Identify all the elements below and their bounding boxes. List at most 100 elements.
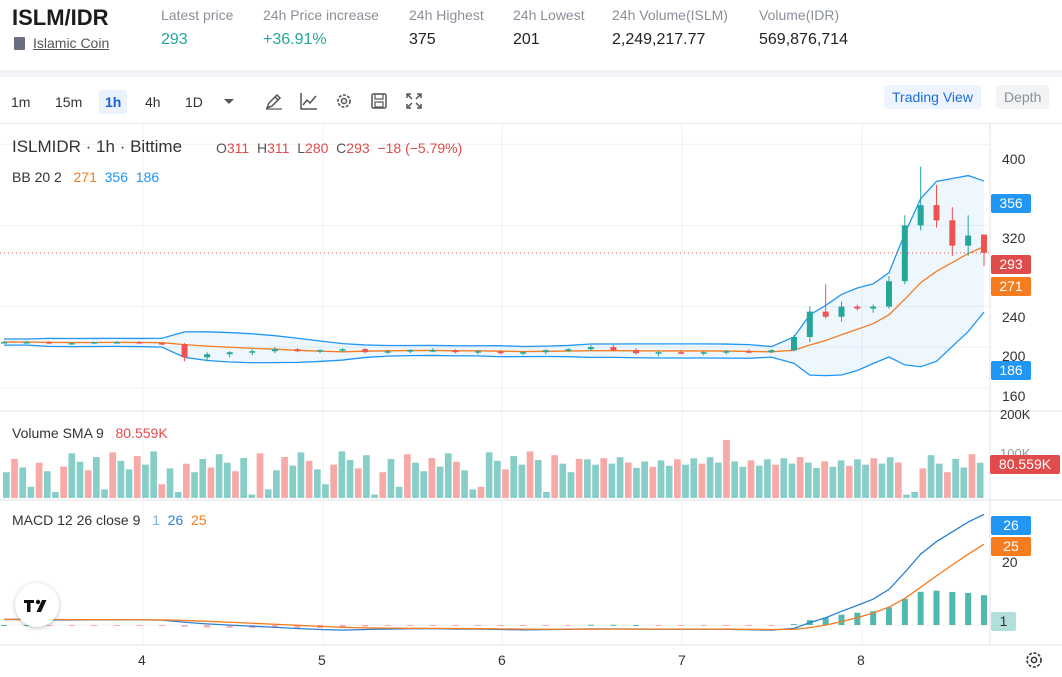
pencil-icon[interactable]: [264, 91, 284, 111]
volume-bar: [305, 460, 313, 498]
chart-settings-icon[interactable]: [1024, 650, 1044, 670]
volume-bar: [84, 470, 92, 498]
tab-depth[interactable]: Depth: [996, 85, 1050, 109]
volume-bar: [363, 455, 370, 498]
timeframe-4h[interactable]: 4h: [145, 94, 161, 110]
macd-histogram-bar: [633, 624, 639, 626]
timeframe-15m[interactable]: 15m: [55, 94, 83, 110]
tab-trading-view[interactable]: Trading View: [884, 85, 981, 109]
fullscreen-icon[interactable]: [404, 91, 424, 111]
volume-bar: [657, 460, 665, 498]
volume-bar: [772, 464, 779, 498]
macd-histogram-bar: [587, 624, 594, 626]
chevron-down-icon[interactable]: [219, 91, 239, 111]
volume-bar: [273, 470, 280, 498]
low-label: L: [297, 140, 306, 156]
volume-bar: [207, 467, 215, 498]
volume-bar: [649, 466, 657, 498]
high-label: H: [257, 140, 268, 156]
candle-body: [497, 351, 504, 354]
volume-bar: [780, 458, 788, 498]
volume-bar: [330, 464, 338, 498]
volume-bar: [706, 457, 714, 498]
ticker-header: ISLM/IDR Islamic Coin Latest price 293 2…: [0, 0, 1062, 70]
volume-bar: [174, 491, 182, 498]
volume-bar: [133, 456, 141, 498]
candle-body: [91, 342, 98, 344]
volume-bar: [68, 453, 76, 498]
volume-bar: [297, 452, 305, 498]
macd-histogram-bar: [271, 625, 278, 628]
header-divider: [0, 70, 1062, 77]
volume-bar: [845, 465, 853, 498]
candle-body: [136, 342, 143, 344]
volume-bar: [944, 472, 951, 498]
tradingview-logo[interactable]: [15, 583, 59, 627]
stat-label: 24h Lowest: [513, 7, 585, 23]
bb-basis-line: [4, 246, 985, 353]
coin-name: Islamic Coin: [33, 35, 110, 51]
macd-histogram-bar: [91, 625, 98, 626]
symbol-legend: ISLMIDR · 1h · Bittime: [12, 137, 183, 156]
macd-histogram-bar: [723, 625, 730, 626]
tradingview-logo-icon: [24, 599, 47, 612]
candle-body: [965, 235, 972, 246]
save-icon[interactable]: [369, 91, 389, 111]
timeframe-1d[interactable]: 1D: [185, 94, 203, 110]
gear-icon[interactable]: [334, 91, 354, 111]
volume-bar: [232, 471, 239, 498]
macd-tick: 20: [1002, 554, 1018, 570]
volume-bar: [52, 491, 59, 498]
timeframe-1h[interactable]: 1h: [99, 90, 128, 114]
bb-basis-tag: 271: [991, 277, 1031, 296]
low-value: 280: [305, 140, 329, 156]
candle-body: [981, 234, 987, 253]
candle-body: [933, 205, 940, 221]
volume-bar: [739, 466, 747, 498]
volume-bar: [412, 462, 419, 498]
volume-bar: [927, 455, 935, 498]
stat-value: 201: [513, 31, 540, 48]
macd-histogram-bar: [384, 625, 391, 626]
macd-histogram-bar: [838, 614, 845, 625]
volume-bar: [788, 463, 796, 498]
volume-bar: [551, 455, 558, 498]
candle-body: [113, 342, 120, 344]
x-tick: 8: [857, 652, 865, 668]
volume-bar: [886, 457, 894, 498]
macd-histogram-bar: [136, 625, 143, 626]
chart-toolbar: 1m 15m 1h 4h 1D Trading View Depth: [0, 77, 1062, 124]
volume-bar: [395, 486, 403, 498]
volume-bar: [682, 464, 689, 498]
volume-bar: [764, 459, 771, 498]
macd-histogram-bar: [113, 625, 120, 626]
macd-histogram-bar: [497, 625, 504, 626]
macd-histogram-bar: [475, 625, 481, 626]
volume-bar: [723, 439, 730, 498]
volume-bar: [543, 491, 550, 498]
volume-bar: [142, 464, 149, 498]
macd-histogram-bar: [745, 625, 752, 626]
volume-bar: [403, 454, 411, 498]
volume-bar: [256, 453, 264, 498]
candle-body: [886, 281, 892, 307]
candle-body: [23, 342, 30, 344]
volume-bar: [60, 466, 67, 498]
candle-body: [475, 351, 481, 353]
candle-body: [806, 311, 813, 337]
x-tick: 7: [678, 652, 686, 668]
volume-bar: [894, 462, 902, 498]
volume-bar: [903, 494, 910, 498]
macd-histogram-bar: [901, 598, 908, 625]
timeframe-1m[interactable]: 1m: [11, 94, 31, 110]
candle-body: [339, 349, 346, 351]
coin-link[interactable]: Islamic Coin: [14, 35, 109, 51]
volume-bar: [428, 458, 436, 498]
volume-bar: [641, 461, 648, 498]
volume-bar: [608, 463, 616, 498]
last-price-tag: 293: [991, 255, 1031, 274]
stat-24h-lowest: 24h Lowest 201: [513, 7, 585, 49]
macd-histogram-bar: [362, 625, 369, 627]
volume-bar: [878, 463, 886, 498]
indicator-icon[interactable]: [299, 91, 319, 111]
